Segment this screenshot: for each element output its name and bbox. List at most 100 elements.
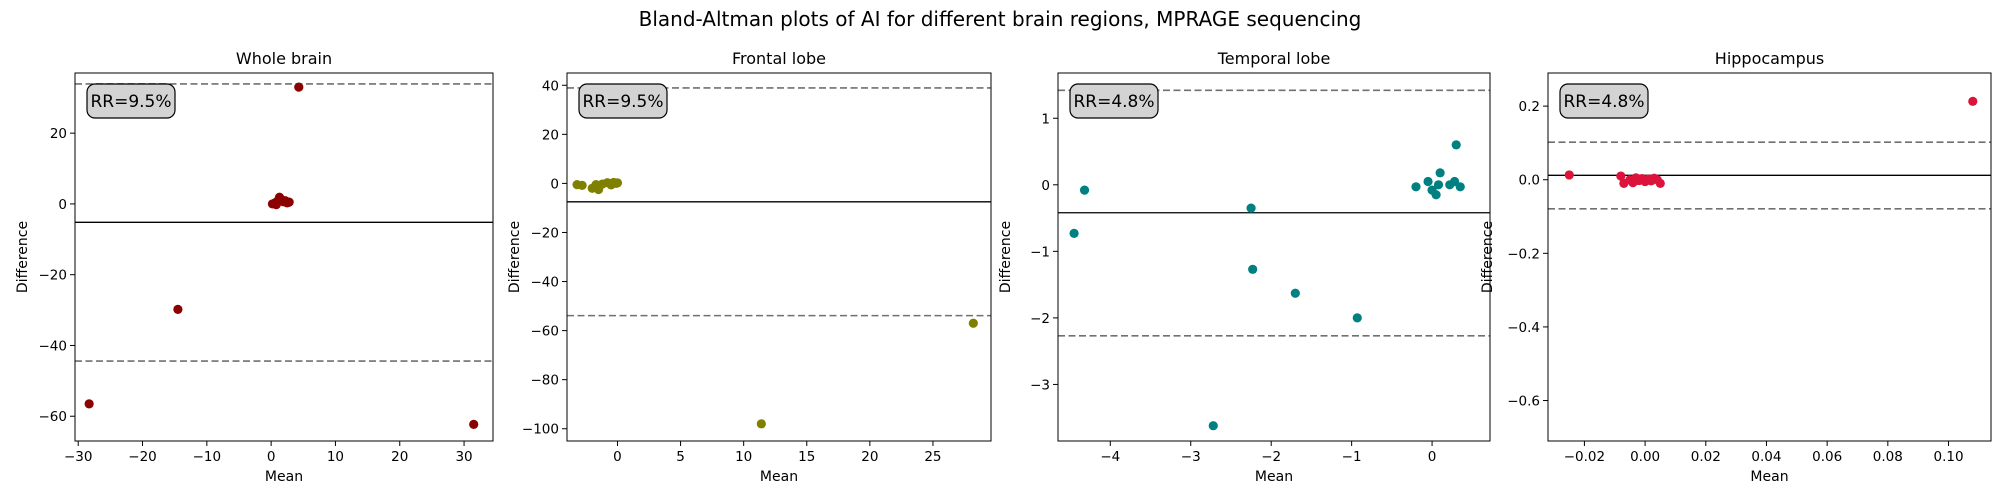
data-point [1564,170,1574,180]
data-point [294,82,304,92]
data-point [284,197,294,207]
x-tick-label: 25 [924,449,941,465]
rr-annotation: RR=9.5% [578,83,668,119]
panel-title: Whole brain [236,49,332,68]
y-tick-label: −0.6 [1507,394,1540,410]
data-point [1433,180,1444,190]
panel-title: Temporal lobe [1217,49,1331,68]
y-tick-label: −100 [522,422,559,438]
panels: Whole brain−30 −20 −10 0 10 20 30−60−40−20020M… [15,49,1992,485]
data-point [173,304,183,314]
rr-annotation-text: RR=4.8% [1563,92,1644,112]
x-tick-label: −20 [128,449,157,465]
x-tick-label: −1 [1342,449,1362,465]
y-tick-label: 20 [50,126,67,142]
data-point [1423,176,1433,187]
axes-frame [566,72,992,442]
x-tick-label: 30 [455,449,472,465]
y-tick-label: 0 [1041,178,1050,194]
data-point [469,419,479,429]
data-point [1616,171,1626,181]
y-tick-label: −20 [531,225,560,241]
data-point [577,180,587,190]
data-point [1455,182,1465,192]
x-axis-label: Mean [1750,469,1788,485]
data-point [1352,313,1362,323]
x-tick-label: −0.02 [1564,449,1605,465]
data-point [1069,228,1079,238]
rr-annotation-text: RR=4.8% [1073,92,1154,112]
y-tick-label: −0.4 [1507,320,1540,336]
plot-area [1548,96,1991,210]
x-tick-label: 15 [798,449,815,465]
data-point [271,200,281,210]
x-tick-label: 0 [1428,449,1437,465]
panel-1: Frontal lobe 0 5 10 15 20 25 −100 −80 −60 −40 −20 0 2… [507,49,992,485]
data-point [756,419,766,429]
x-tick-label: 20 [391,449,408,465]
panel-title: Frontal lobe [732,49,826,68]
rr-annotation-text: RR=9.5% [90,92,171,112]
data-point [1248,264,1258,274]
figure-title: Bland-Altman plots of AI for different b… [639,7,1362,31]
y-axis-label: Difference [998,221,1014,293]
y-tick-label: 0 [550,176,559,192]
y-tick-label: −0.2 [1507,246,1540,262]
x-tick-label: −4 [1100,449,1120,465]
plot-area [75,82,493,429]
x-tick-label: 10 [735,449,752,465]
rr-annotation: RR=4.8% [1559,83,1649,119]
x-tick-label: 20 [861,449,878,465]
data-point [84,399,94,409]
x-tick-label: 10 [327,449,344,465]
y-tick-label: −60 [39,409,68,425]
rr-annotation: RR=9.5% [86,83,176,119]
x-tick-label: 0.08 [1873,449,1903,465]
y-axis-label: Difference [15,221,31,293]
x-tick-label: 0.04 [1751,449,1781,465]
axes-frame [1547,72,1992,442]
x-tick-label: 0.06 [1812,449,1842,465]
plot-area [1058,89,1490,431]
y-tick-label: −40 [39,338,68,354]
x-tick-label: 0 [613,449,622,465]
axes-frame [74,72,494,442]
panel-3: Hippocampus −0.02 0.00 0.02 0.04 0.06 0.08 0.10… [1480,49,1992,485]
x-tick-label: 0 [267,449,276,465]
y-tick-label: 40 [542,78,559,94]
x-tick-label: −2 [1261,449,1281,465]
data-point [1968,96,1978,106]
panel-title: Hippocampus [1715,49,1824,68]
data-point [1435,168,1445,178]
data-point [1411,182,1421,192]
x-axis-label: Mean [265,469,303,485]
y-axis-label: Difference [507,221,523,293]
x-tick-label: 0.02 [1691,449,1721,465]
panel-2: Temporal lobe −4 −3 −2 −1 0 −3 −2 −1 0 1 Mean Differ… [998,49,1491,485]
data-point [1208,421,1218,431]
y-tick-label: −20 [39,268,68,284]
axes-frame [1057,72,1491,442]
y-tick-label: −3 [1030,377,1050,393]
plot-area [567,87,991,429]
data-point [1079,185,1090,195]
y-tick-label: −1 [1030,244,1050,260]
data-point [1431,190,1441,200]
x-tick-label: 0.00 [1630,449,1660,465]
x-tick-label: 0.10 [1933,449,1963,465]
data-point [1451,140,1461,150]
y-tick-label: −80 [531,373,560,389]
x-tick-label: −10 [193,449,222,465]
rr-annotation-text: RR=9.5% [582,92,663,112]
panel-0: Whole brain −30 −20 −10 0 10 20 30 −60 −40 −20 0 20 M… [15,49,494,485]
y-tick-label: 0.0 [1519,173,1540,189]
data-point [1290,288,1300,298]
y-tick-label: −60 [531,324,560,340]
x-tick-label: −3 [1181,449,1201,465]
y-tick-label: 1 [1041,111,1050,127]
x-tick-label: −30 [64,449,93,465]
data-point [612,178,623,188]
x-tick-label: 5 [676,449,685,465]
y-axis-label: Difference [1480,221,1496,293]
